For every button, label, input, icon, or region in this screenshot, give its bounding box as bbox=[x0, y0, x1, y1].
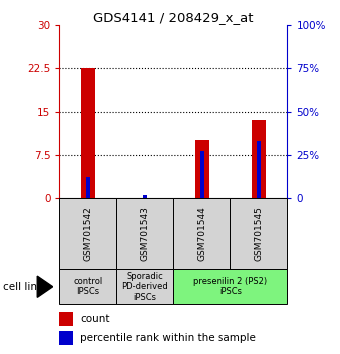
Polygon shape bbox=[37, 276, 53, 297]
Bar bbox=[86, 177, 90, 198]
Bar bbox=[59, 312, 73, 326]
Bar bbox=[252, 120, 266, 198]
Text: GSM701543: GSM701543 bbox=[140, 206, 149, 261]
Bar bbox=[116, 198, 173, 269]
Bar bbox=[59, 198, 116, 269]
Bar bbox=[81, 68, 95, 198]
Bar bbox=[231, 198, 287, 269]
Title: GDS4141 / 208429_x_at: GDS4141 / 208429_x_at bbox=[93, 11, 254, 24]
Bar bbox=[59, 269, 116, 304]
Bar bbox=[143, 195, 147, 198]
Text: Sporadic
PD-derived
iPSCs: Sporadic PD-derived iPSCs bbox=[122, 272, 168, 302]
Text: presenilin 2 (PS2)
iPSCs: presenilin 2 (PS2) iPSCs bbox=[193, 277, 268, 296]
Text: control
IPSCs: control IPSCs bbox=[73, 277, 103, 296]
Bar bbox=[173, 198, 231, 269]
Bar bbox=[195, 141, 209, 198]
Text: GSM701544: GSM701544 bbox=[198, 206, 206, 261]
Text: cell line: cell line bbox=[3, 282, 44, 292]
Text: GSM701545: GSM701545 bbox=[254, 206, 263, 261]
Bar bbox=[59, 331, 73, 345]
Bar bbox=[200, 152, 204, 198]
Bar bbox=[257, 141, 261, 198]
Text: percentile rank within the sample: percentile rank within the sample bbox=[80, 333, 256, 343]
Text: GSM701542: GSM701542 bbox=[84, 206, 92, 261]
Bar bbox=[116, 269, 173, 304]
Text: count: count bbox=[80, 314, 109, 324]
Bar bbox=[173, 269, 287, 304]
